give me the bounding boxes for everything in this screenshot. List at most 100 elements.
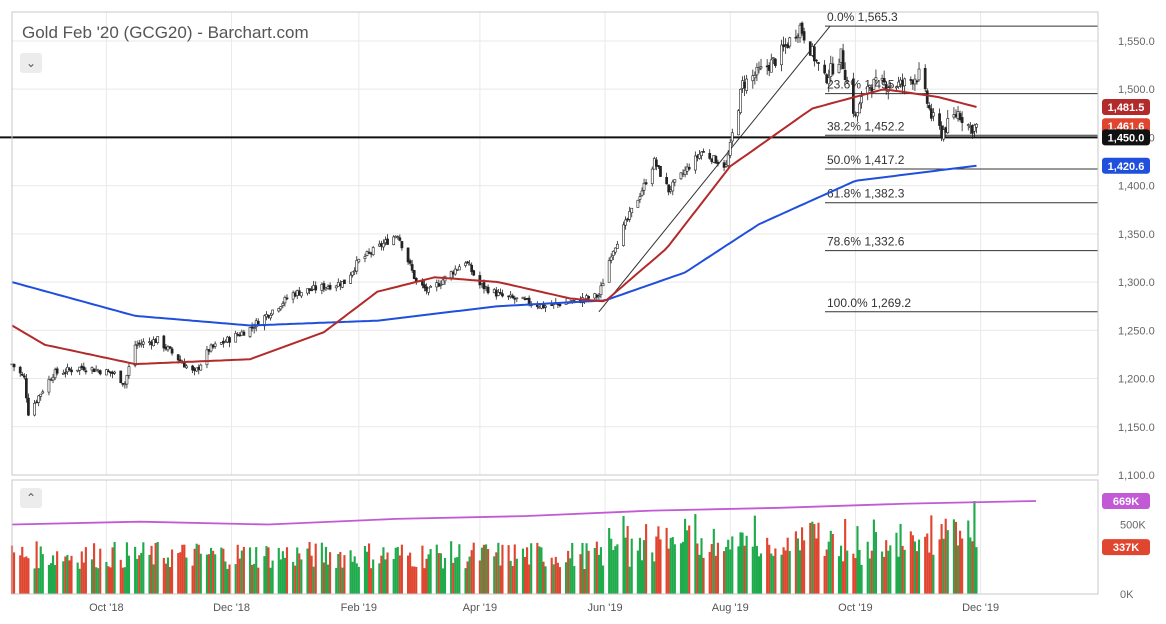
volume-bar	[456, 557, 459, 594]
candle-body	[39, 393, 43, 397]
candle-body	[162, 335, 166, 349]
volume-bar	[729, 549, 732, 594]
volume-bar	[195, 543, 198, 594]
volume-bar	[696, 543, 699, 594]
volume-bar	[671, 537, 674, 594]
volume-bar	[240, 550, 243, 594]
volume-bar	[199, 553, 202, 594]
volume-bar	[530, 543, 533, 594]
x-tick-label: Jun '19	[587, 602, 622, 614]
volume-bar	[95, 567, 98, 594]
volume-bar	[614, 546, 617, 594]
volume-tick-label: 0K	[1120, 589, 1134, 601]
volume-bar	[800, 527, 804, 594]
volume-bar	[813, 523, 816, 594]
candle-body	[127, 366, 131, 376]
candle-body	[351, 271, 355, 276]
volume-bar	[54, 564, 57, 594]
volume-bar	[138, 555, 141, 594]
volume-bar	[640, 560, 644, 594]
candle-body	[817, 62, 820, 64]
volume-bar	[741, 532, 744, 594]
volume-bar	[831, 533, 834, 594]
candle-body	[25, 378, 28, 399]
volume-bar	[811, 521, 814, 594]
candle-body	[285, 297, 289, 300]
volume-panel-collapse-button[interactable]: ⌃	[20, 488, 42, 508]
volume-bar	[554, 556, 557, 594]
volume-bar	[66, 554, 69, 594]
volume-bar	[698, 554, 701, 594]
volume-bar	[84, 547, 87, 594]
candle-body	[858, 103, 861, 114]
candle-body	[470, 264, 474, 273]
volume-badge-text: 669K	[1113, 496, 1139, 508]
chevron-up-icon: ⌃	[25, 491, 37, 505]
volume-bar	[959, 530, 962, 594]
volume-bar	[768, 544, 771, 594]
candle-body	[135, 344, 139, 346]
candle-body	[427, 287, 430, 293]
candle-body	[410, 264, 414, 271]
volume-bar	[148, 554, 151, 594]
volume-bar	[19, 555, 22, 594]
candle-body	[396, 236, 400, 238]
volume-bar	[716, 542, 719, 594]
volume-badge-text: 337K	[1113, 542, 1139, 554]
volume-bar	[435, 544, 438, 594]
candle-body	[897, 81, 900, 87]
volume-bar	[294, 565, 297, 594]
fibonacci-levels: 0.0% 1,565.323.6% 1,495.438.2% 1,452.250…	[0, 10, 1098, 313]
candle-body	[213, 343, 217, 347]
candle-body	[234, 333, 238, 343]
candle-body	[872, 79, 876, 90]
volume-bar	[357, 566, 360, 594]
volume-bar	[205, 554, 209, 594]
candle-body	[472, 270, 476, 276]
volume-bar	[837, 556, 841, 594]
volume-bar	[636, 550, 639, 594]
volume-bar	[889, 545, 892, 594]
candle-body	[698, 153, 701, 159]
candle-body	[527, 297, 531, 305]
volume-bar	[956, 545, 960, 594]
volume-bar	[454, 557, 457, 594]
candle-body	[314, 285, 318, 291]
volume-bar	[134, 546, 137, 594]
volume-bar	[62, 561, 65, 594]
volume-bar	[466, 561, 469, 594]
candle-body	[367, 251, 371, 254]
candle-body	[938, 113, 941, 126]
candle-body	[923, 68, 927, 90]
volume-bar	[269, 567, 272, 594]
price-panel-collapse-button[interactable]: ⌄	[20, 53, 42, 73]
candle-body	[414, 277, 418, 282]
volume-bar	[610, 538, 613, 594]
candle-body	[640, 190, 644, 196]
candle-body	[888, 85, 892, 87]
chart-title: Gold Feb '20 (GCG20) - Barchart.com	[22, 23, 309, 42]
volume-bar	[171, 549, 174, 594]
candle-body	[882, 77, 886, 83]
volume-bar	[669, 537, 672, 594]
candle-body	[464, 262, 467, 266]
volume-bar	[450, 541, 453, 594]
candle-body	[716, 161, 720, 165]
candle-body	[714, 156, 718, 164]
volume-bar	[815, 538, 818, 594]
candle-body	[843, 69, 847, 81]
candle-body	[496, 292, 500, 296]
candle-body	[408, 260, 412, 264]
candle-body	[702, 151, 705, 153]
candle-body	[55, 368, 59, 374]
candle-body	[371, 247, 375, 255]
volume-bar	[464, 568, 467, 594]
volume-bar	[823, 555, 826, 594]
volume-bar	[858, 549, 861, 594]
volume-bar	[324, 546, 328, 594]
volume-bar	[365, 551, 369, 594]
candle-body	[176, 354, 180, 361]
volume-panel-frame	[11, 479, 1099, 595]
candle-body	[125, 375, 129, 385]
candle-body	[119, 370, 123, 384]
